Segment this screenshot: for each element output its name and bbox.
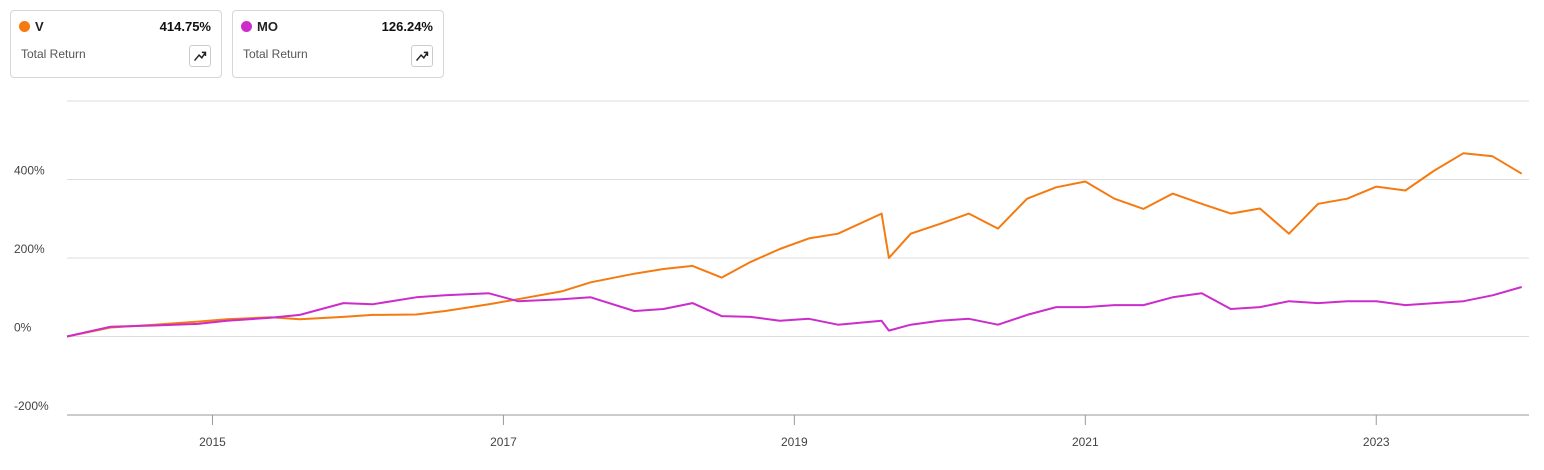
series-line xyxy=(66,152,1523,338)
x-tick-label: 2019 xyxy=(781,435,808,449)
x-tick-label: 2023 xyxy=(1363,435,1390,449)
series-line xyxy=(66,286,1522,338)
series-card: V 414.75% Total Return xyxy=(10,10,222,78)
total-return-value: 126.24% xyxy=(381,19,433,34)
y-tick-label: -200% xyxy=(14,399,49,413)
total-return-value: 414.75% xyxy=(159,19,211,34)
caption: Total Return xyxy=(243,47,308,61)
series-name: MO xyxy=(257,19,278,34)
series-name: V xyxy=(35,19,44,34)
y-tick-label: 400% xyxy=(14,164,45,178)
caption: Total Return xyxy=(21,47,86,61)
legend-dot xyxy=(241,21,252,32)
x-tick-label: 2015 xyxy=(199,435,226,449)
x-tick-label: 2021 xyxy=(1072,435,1099,449)
legend-dot xyxy=(19,21,30,32)
y-tick-label: 200% xyxy=(14,242,45,256)
chart-button[interactable] xyxy=(411,45,433,67)
x-tick-label: 2017 xyxy=(490,435,517,449)
chart-button[interactable] xyxy=(189,45,211,67)
y-tick-label: 0% xyxy=(14,321,32,335)
series-card: MO 126.24% Total Return xyxy=(232,10,444,78)
